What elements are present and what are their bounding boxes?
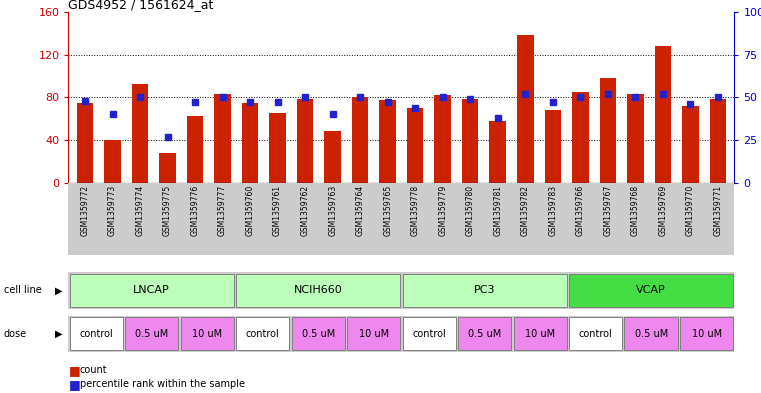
Text: ■: ■ (68, 364, 80, 377)
Text: GSM1359764: GSM1359764 (355, 185, 365, 236)
Text: GSM1359761: GSM1359761 (273, 185, 282, 236)
Text: ■: ■ (68, 378, 80, 391)
Text: GSM1359765: GSM1359765 (384, 185, 392, 236)
Text: VCAP: VCAP (636, 285, 666, 296)
Text: GSM1359771: GSM1359771 (713, 185, 722, 236)
Bar (380, 101, 396, 183)
Bar (69, 317, 123, 350)
Bar (236, 274, 400, 307)
Bar (77, 103, 94, 183)
Text: percentile rank within the sample: percentile rank within the sample (80, 379, 245, 389)
Text: GSM1359762: GSM1359762 (301, 185, 310, 236)
Bar (680, 317, 734, 350)
Text: GSM1359767: GSM1359767 (603, 185, 613, 236)
Bar (682, 106, 699, 183)
Text: NCIH660: NCIH660 (294, 285, 342, 296)
Bar (489, 121, 506, 183)
Bar (709, 99, 726, 183)
Bar (458, 317, 511, 350)
Bar (186, 116, 203, 183)
Text: GSM1359782: GSM1359782 (521, 185, 530, 236)
Bar (462, 99, 479, 183)
Text: GSM1359783: GSM1359783 (548, 185, 557, 236)
Text: 0.5 uM: 0.5 uM (301, 329, 335, 339)
Bar (125, 317, 178, 350)
Bar (242, 103, 258, 183)
Text: 0.5 uM: 0.5 uM (635, 329, 667, 339)
Text: cell line: cell line (4, 285, 42, 296)
Text: count: count (80, 365, 107, 375)
Bar (236, 317, 289, 350)
Text: GSM1359766: GSM1359766 (576, 185, 584, 236)
Bar (403, 274, 567, 307)
Text: GSM1359773: GSM1359773 (108, 185, 117, 236)
Text: GSM1359770: GSM1359770 (686, 185, 695, 236)
Bar (69, 274, 234, 307)
Bar (600, 78, 616, 183)
Text: PC3: PC3 (474, 285, 495, 296)
Bar (569, 274, 734, 307)
Bar (627, 94, 644, 183)
Text: control: control (579, 329, 613, 339)
Text: GSM1359763: GSM1359763 (328, 185, 337, 236)
Text: 10 uM: 10 uM (692, 329, 721, 339)
Text: dose: dose (4, 329, 27, 339)
Text: GSM1359781: GSM1359781 (493, 185, 502, 236)
Bar (407, 108, 423, 183)
Text: 0.5 uM: 0.5 uM (468, 329, 501, 339)
Text: GSM1359774: GSM1359774 (135, 185, 145, 236)
Bar (654, 46, 671, 183)
Text: control: control (246, 329, 279, 339)
Text: GSM1359760: GSM1359760 (246, 185, 255, 236)
Text: GSM1359777: GSM1359777 (218, 185, 227, 236)
Bar (180, 317, 234, 350)
Bar (572, 92, 588, 183)
Text: ▶: ▶ (55, 285, 62, 296)
Text: GSM1359778: GSM1359778 (411, 185, 419, 236)
Bar (403, 317, 456, 350)
Text: 10 uM: 10 uM (192, 329, 222, 339)
Bar (517, 35, 533, 183)
Text: GSM1359779: GSM1359779 (438, 185, 447, 236)
Bar (132, 84, 148, 183)
Bar (159, 153, 176, 183)
Bar (347, 317, 400, 350)
Text: 10 uM: 10 uM (525, 329, 556, 339)
Bar (514, 317, 567, 350)
Text: GSM1359780: GSM1359780 (466, 185, 475, 236)
Text: control: control (412, 329, 446, 339)
Bar (352, 97, 368, 183)
Bar (545, 110, 561, 183)
Text: 10 uM: 10 uM (358, 329, 389, 339)
Bar (625, 317, 678, 350)
Text: ▶: ▶ (55, 329, 62, 339)
Bar (215, 94, 231, 183)
Bar (324, 131, 341, 183)
Text: control: control (79, 329, 113, 339)
Bar (291, 317, 345, 350)
Text: GDS4952 / 1561624_at: GDS4952 / 1561624_at (68, 0, 214, 11)
Text: GSM1359769: GSM1359769 (658, 185, 667, 236)
Text: LNCAP: LNCAP (133, 285, 170, 296)
Bar (569, 317, 622, 350)
Bar (104, 140, 121, 183)
Text: GSM1359776: GSM1359776 (190, 185, 199, 236)
Text: GSM1359775: GSM1359775 (163, 185, 172, 236)
Text: GSM1359768: GSM1359768 (631, 185, 640, 236)
Bar (297, 99, 314, 183)
Text: GSM1359772: GSM1359772 (81, 185, 90, 236)
Text: 0.5 uM: 0.5 uM (135, 329, 168, 339)
Bar (435, 95, 451, 183)
Bar (269, 113, 286, 183)
